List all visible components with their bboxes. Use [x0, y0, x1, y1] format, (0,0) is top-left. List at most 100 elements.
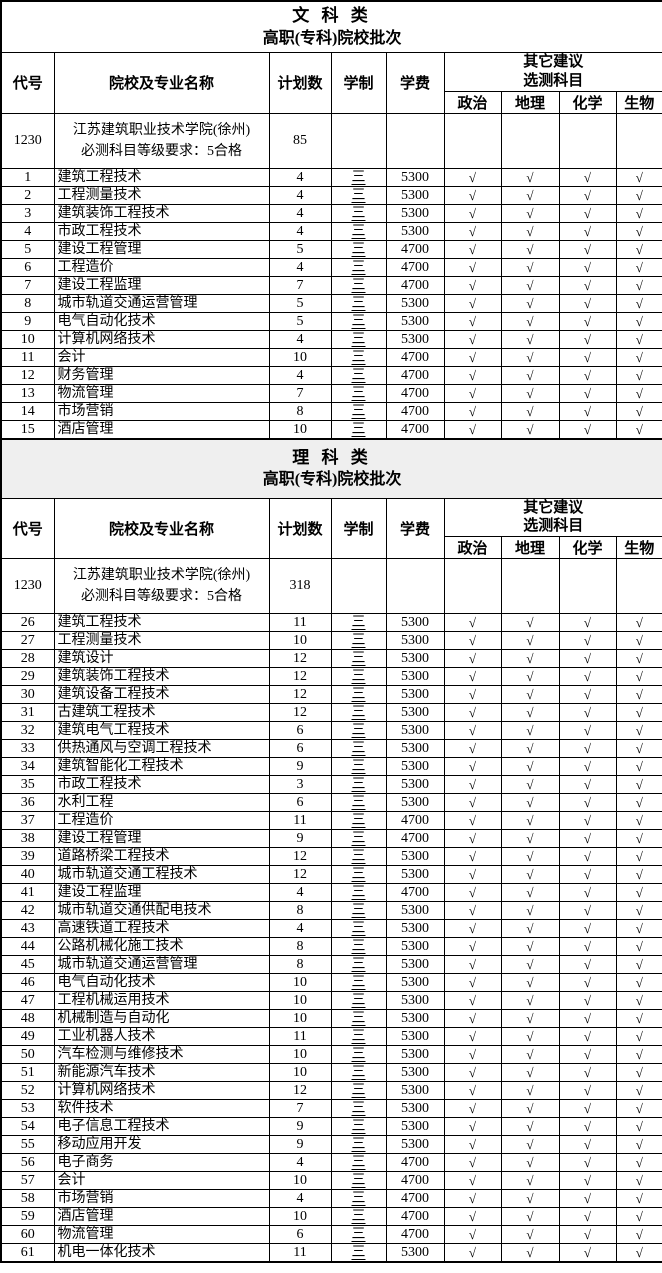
subject-checkmark: √ — [558, 613, 617, 632]
column-header-other-subjects: 其它建议 选测科目 — [443, 52, 662, 92]
subject-checkmark: √ — [443, 775, 502, 794]
subject-checkmark: √ — [500, 703, 560, 722]
duration-value: 三 — [351, 385, 366, 401]
major-row: 61 机电一体化技术 11 三 5300 √ √ √ √ — [0, 1243, 662, 1263]
subject-checkmark: √ — [443, 1045, 502, 1064]
subject-checkmark: √ — [558, 631, 617, 650]
major-row: 35 市政工程技术 3 三 5300 √ √ √ √ — [0, 775, 662, 794]
duration-cell: 三 — [330, 955, 387, 974]
row-code: 7 — [0, 275, 55, 295]
major-row: 12 财务管理 4 三 4700 √ √ √ √ — [0, 365, 662, 385]
section-title-row: 理 科 类 高职(专科)院校批次 — [0, 438, 662, 499]
tuition-fee: 5300 — [385, 167, 445, 187]
duration-cell: 三 — [330, 775, 387, 794]
section-title: 文 科 类 高职(专科)院校批次 — [0, 0, 662, 53]
tuition-fee: 5300 — [385, 1099, 445, 1118]
major-name: 市场营销 — [53, 1189, 270, 1208]
subject-checkmark: √ — [558, 991, 617, 1010]
row-code: 55 — [0, 1135, 55, 1154]
tuition-fee: 4700 — [385, 347, 445, 367]
subject-checkmark: √ — [558, 703, 617, 722]
subject-checkmark: √ — [443, 757, 502, 776]
tuition-fee: 5300 — [385, 775, 445, 794]
subject-checkmark: √ — [443, 203, 502, 223]
major-row: 7 建设工程监理 7 三 4700 √ √ √ √ — [0, 275, 662, 295]
section-title-category: 理 科 类 — [292, 447, 372, 467]
major-name: 计算机网络技术 — [53, 329, 270, 349]
section-title-category: 文 科 类 — [292, 6, 372, 26]
duration-value: 三 — [351, 759, 366, 774]
major-row: 26 建筑工程技术 11 三 5300 √ √ √ √ — [0, 613, 662, 632]
major-name: 道路桥梁工程技术 — [53, 847, 270, 866]
subject-checkmark: √ — [500, 613, 560, 632]
tuition-fee: 5300 — [385, 937, 445, 956]
subject-checkmark: √ — [558, 1027, 617, 1046]
major-name: 市政工程技术 — [53, 775, 270, 794]
section-title-batch: 高职(专科)院校批次 — [262, 29, 402, 47]
duration-value: 三 — [351, 367, 366, 383]
column-header-code: 代号 — [0, 52, 55, 114]
major-row: 34 建筑智能化工程技术 9 三 5300 √ √ √ √ — [0, 757, 662, 776]
row-code: 60 — [0, 1225, 55, 1244]
major-row: 9 电气自动化技术 5 三 5300 √ √ √ √ — [0, 311, 662, 331]
duration-cell: 三 — [330, 347, 387, 367]
tuition-fee: 5300 — [385, 329, 445, 349]
subject-checkmark: √ — [615, 613, 662, 632]
subject-checkmark: √ — [443, 167, 502, 187]
row-code: 42 — [0, 901, 55, 920]
other-subjects-line1: 其它建议 — [523, 54, 584, 70]
tuition-fee: 4700 — [385, 275, 445, 295]
subject-checkmark: √ — [615, 383, 662, 403]
subject-checkmark: √ — [500, 937, 560, 956]
subject-checkmark: √ — [558, 1063, 617, 1082]
major-row: 43 高速铁道工程技术 4 三 5300 √ √ √ √ — [0, 919, 662, 938]
subject-checkmark: √ — [500, 811, 560, 830]
subject-checkmark: √ — [500, 1081, 560, 1100]
row-code: 6 — [0, 257, 55, 277]
subject-checkmark: √ — [615, 649, 662, 668]
subject-checkmark: √ — [443, 847, 502, 866]
row-code: 44 — [0, 937, 55, 956]
subject-checkmark: √ — [443, 883, 502, 902]
major-row: 51 新能源汽车技术 10 三 5300 √ √ √ √ — [0, 1063, 662, 1082]
subject-checkmark: √ — [500, 419, 560, 439]
major-name: 电气自动化技术 — [53, 311, 270, 331]
subject-checkmark: √ — [558, 721, 617, 740]
tuition-fee: 4700 — [385, 239, 445, 259]
subject-checkmark: √ — [500, 167, 560, 187]
duration-cell: 三 — [330, 919, 387, 938]
subject-checkmark: √ — [615, 1099, 662, 1118]
major-row: 54 电子信息工程技术 9 三 5300 √ √ √ √ — [0, 1117, 662, 1136]
subject-checkmark: √ — [500, 973, 560, 992]
subject-checkmark: √ — [558, 1099, 617, 1118]
plan-count: 6 — [268, 1225, 332, 1244]
subject-checkmark: √ — [443, 257, 502, 277]
subject-checkmark: √ — [558, 383, 617, 403]
plan-count: 7 — [268, 275, 332, 295]
subject-checkmark: √ — [615, 901, 662, 920]
major-name: 建筑工程技术 — [53, 167, 270, 187]
plan-count: 9 — [268, 829, 332, 848]
subject-checkmark: √ — [443, 239, 502, 259]
tuition-fee: 4700 — [385, 1207, 445, 1226]
duration-value: 三 — [351, 1101, 366, 1116]
major-row: 36 水利工程 6 三 5300 √ √ √ √ — [0, 793, 662, 812]
major-name: 建筑装饰工程技术 — [53, 203, 270, 223]
major-name: 软件技术 — [53, 1099, 270, 1118]
subject-checkmark: √ — [443, 685, 502, 704]
column-header-fee: 学费 — [385, 52, 445, 114]
duration-cell: 三 — [330, 937, 387, 956]
duration-cell: 三 — [330, 901, 387, 920]
subject-checkmark: √ — [558, 1135, 617, 1154]
tuition-fee: 4700 — [385, 257, 445, 277]
row-code: 14 — [0, 401, 55, 421]
plan-count: 9 — [268, 1117, 332, 1136]
subject-checkmark: √ — [500, 883, 560, 902]
duration-cell: 三 — [330, 991, 387, 1010]
subject-checkmark: √ — [500, 667, 560, 686]
major-row: 44 公路机械化施工技术 8 三 5300 √ √ √ √ — [0, 937, 662, 956]
empty-cell — [330, 112, 387, 169]
subject-checkmark: √ — [615, 811, 662, 830]
major-row: 13 物流管理 7 三 4700 √ √ √ √ — [0, 383, 662, 403]
plan-count: 7 — [268, 383, 332, 403]
